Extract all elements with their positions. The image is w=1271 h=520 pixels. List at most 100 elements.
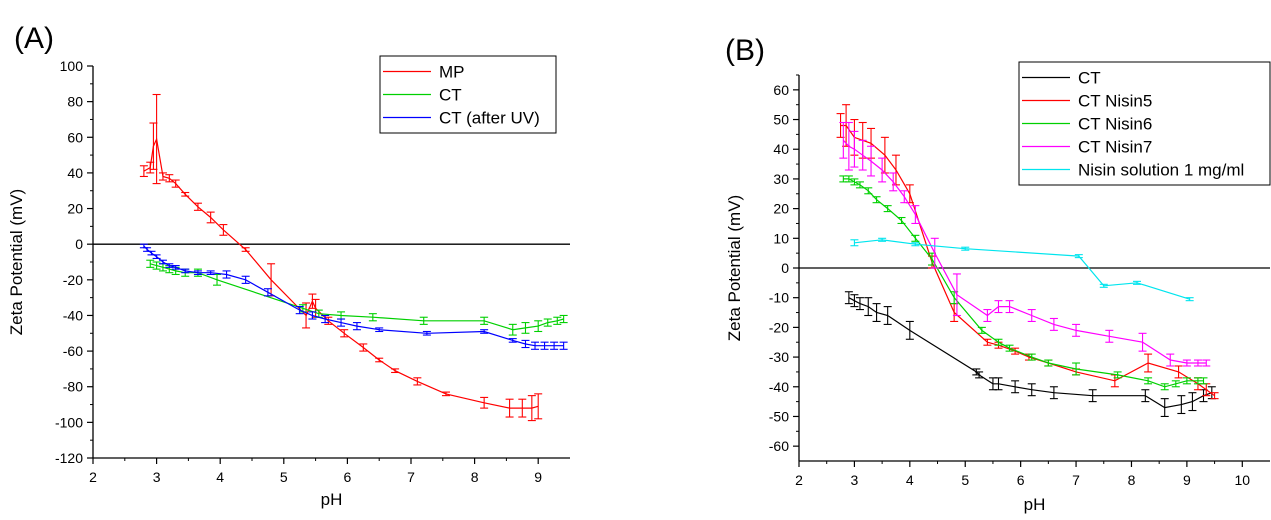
data-point [883,306,892,325]
panel-a-axes: 2 3 4 5 6 7 8 9 -120 -100 -80 -60 -40 -20 0 20 40 60 80 100 [55,58,570,485]
data-point [540,341,549,350]
data-point [900,190,909,204]
legend-item: CT [383,86,462,105]
x-tick-label: 9 [534,469,542,485]
y-tick-label: -20 [769,319,789,335]
legend-item: MP [383,63,465,82]
data-point [302,302,311,329]
panel-b-x-axis-title: pH [1024,495,1046,514]
data-point [480,396,489,409]
data-point [930,237,939,269]
data-point [206,211,215,224]
data-point [531,341,540,350]
data-point [480,329,489,334]
series-line [848,297,1213,409]
y-tick-label: 10 [773,230,789,246]
data-point [878,237,887,242]
data-point [1144,353,1153,373]
data-point [872,196,881,204]
y-tick-label: 0 [781,260,789,276]
data-point [1182,377,1191,385]
y-tick-label: 100 [60,58,84,74]
data-point [419,316,428,325]
data-point [139,165,148,178]
data-point [391,368,400,374]
series-line [143,137,539,409]
y-tick-label: -20 [63,272,83,288]
data-point [1011,347,1020,355]
data-point [1185,297,1194,302]
data-point [952,273,961,317]
data-point [1113,371,1122,379]
legend-item: CT Nisin5 [1022,92,1152,111]
data-point [883,205,892,213]
data-point [1027,383,1036,397]
panel-a-plot-marks [93,93,570,422]
data-point [1182,359,1191,367]
data-point [213,273,222,286]
data-point [1072,362,1081,376]
x-tick-label: 5 [961,472,969,488]
data-point [961,246,970,251]
data-point [872,303,881,322]
data-point [521,339,530,349]
y-tick-label: -30 [769,349,789,365]
legend-label: MP [439,63,465,82]
series-2 [839,175,1208,391]
panel-b-axes: 2 3 4 5 6 7 8 9 10 -60 -50 -40 -30 -20 -10 0 10 20 30 40 50 6… [769,74,1270,488]
series-line [150,263,564,331]
y-tick-label: -50 [769,408,789,424]
data-point [850,130,859,168]
data-point [352,322,361,331]
data-point [858,139,867,171]
data-point [977,326,986,334]
data-point [508,338,517,343]
data-point [422,330,431,336]
data-point [1210,392,1219,400]
data-point [171,179,180,188]
data-point [534,320,543,333]
y-tick-label: 20 [773,201,789,217]
data-point [897,216,906,225]
series-line [143,245,564,347]
legend-label: CT Nisin7 [1078,138,1152,157]
data-point [550,341,559,350]
data-point [975,371,984,379]
data-point [844,121,853,171]
x-tick-label: 6 [344,469,352,485]
data-point [1144,377,1153,385]
data-point [340,329,349,338]
y-tick-label: -60 [769,438,789,454]
data-point [983,338,992,346]
data-point [263,288,272,297]
y-tick-label: -10 [769,290,789,306]
series-line [840,124,1215,397]
data-point [1202,359,1211,367]
data-point [368,313,377,322]
data-point [1027,353,1036,361]
x-tick-label: 7 [407,469,415,485]
x-tick-label: 9 [1183,472,1191,488]
y-tick-label: 60 [773,82,789,98]
data-point [1049,317,1058,331]
panel-b: (B) 2 3 4 5 6 7 8 9 10 -60 -50 -40 -30 -20 -10 0 10 20 30 4… [725,34,1271,514]
data-point [1105,329,1114,343]
y-tick-label: 40 [67,165,83,181]
data-point [165,263,174,268]
data-point [158,172,167,181]
data-point [559,314,568,324]
series-line [854,239,1190,300]
data-point [905,320,914,340]
data-point [181,191,190,197]
data-point [527,395,536,422]
legend-item: CT Nisin7 [1022,138,1152,157]
data-point [480,316,489,325]
data-point [308,311,317,320]
x-tick-label: 4 [216,469,224,485]
data-point [983,309,992,322]
data-point [553,316,562,325]
legend-label: Nisin solution 1 mg/ml [1078,161,1244,180]
data-point [534,393,543,420]
data-point [1088,389,1097,403]
